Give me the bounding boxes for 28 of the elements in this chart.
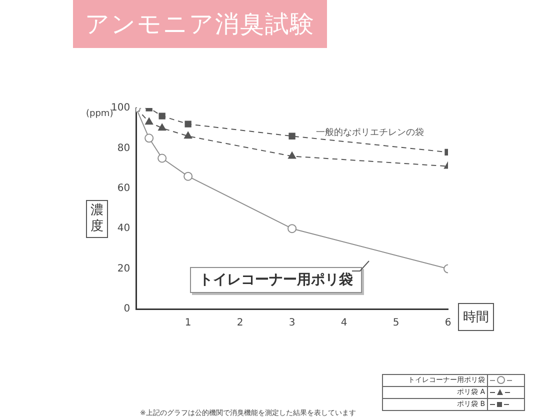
point xyxy=(184,120,192,128)
point xyxy=(158,112,166,120)
y-tick-label: 40 xyxy=(117,223,130,234)
text: (ppm) xyxy=(86,109,114,119)
x-tick-label: 1 xyxy=(184,318,192,329)
x-tick-label: 4 xyxy=(340,318,348,329)
point xyxy=(184,132,192,139)
point xyxy=(288,224,297,234)
point xyxy=(158,154,167,163)
point xyxy=(144,134,154,143)
y-tick-label: 60 xyxy=(117,182,130,194)
y-tick-label: 0 xyxy=(124,304,130,315)
x-tick-label: 5 xyxy=(392,318,400,329)
x-tick-label: 2 xyxy=(236,318,244,329)
point xyxy=(288,152,296,159)
y-tick-label: 80 xyxy=(117,142,130,154)
point xyxy=(184,172,193,181)
point xyxy=(288,132,296,140)
chart-title: アンモニア消臭試験 xyxy=(73,0,327,48)
point xyxy=(158,124,166,131)
y-tick-label: 20 xyxy=(117,263,130,274)
point xyxy=(145,118,154,125)
text: トイレコーナー用ポリ袋 xyxy=(199,272,353,288)
y-axis-title: 濃度 xyxy=(87,203,107,235)
annotation: 一般的なポリエチレンの袋 xyxy=(316,126,424,139)
x-tick-label: 6 xyxy=(444,318,452,329)
x-axis-title: 時間 xyxy=(458,303,494,331)
x-tick-label: 3 xyxy=(288,318,296,329)
